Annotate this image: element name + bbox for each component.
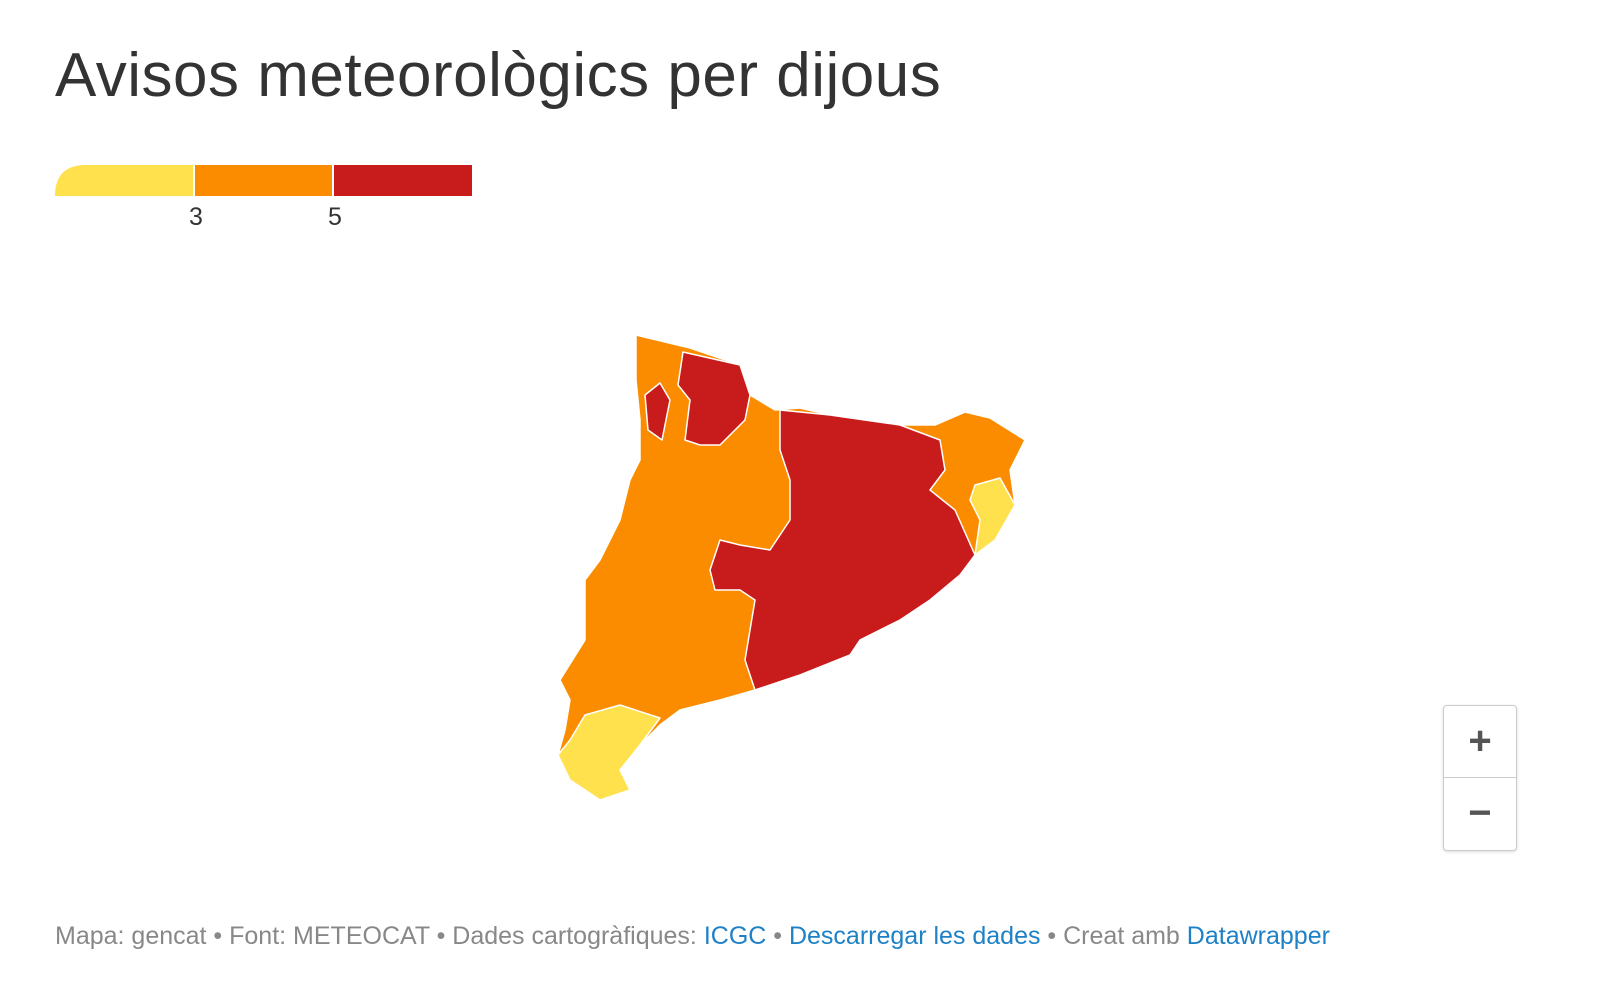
- map: [557, 334, 1026, 801]
- footer: Mapa: gencat • Font: METEOCAT • Dades ca…: [55, 922, 1330, 951]
- legend-swatch: [55, 165, 194, 196]
- footer-text: •: [766, 922, 789, 950]
- region: [677, 351, 751, 446]
- zoom-control: + −: [1443, 705, 1517, 851]
- footer-text: Mapa: gencat • Font: METEOCAT • Dades ca…: [55, 922, 704, 950]
- footer-link[interactable]: ICGC: [703, 922, 767, 950]
- region: [969, 477, 1016, 556]
- region: [644, 382, 671, 441]
- zoom-in[interactable]: +: [1468, 719, 1492, 763]
- legend-tick-label: 3: [189, 203, 203, 231]
- footer-link[interactable]: Descarregar les dades: [788, 922, 1041, 950]
- legend-swatch: [194, 165, 333, 196]
- footer-link[interactable]: Datawrapper: [1186, 922, 1330, 950]
- region: [709, 409, 976, 691]
- footer-text: • Creat amb: [1040, 922, 1187, 950]
- legend-swatch: [333, 165, 472, 196]
- region: [557, 704, 661, 801]
- zoom-out[interactable]: −: [1444, 777, 1516, 849]
- legend-tick-label: 5: [328, 203, 342, 231]
- title: Avisos meteorològics per dijous: [55, 41, 942, 110]
